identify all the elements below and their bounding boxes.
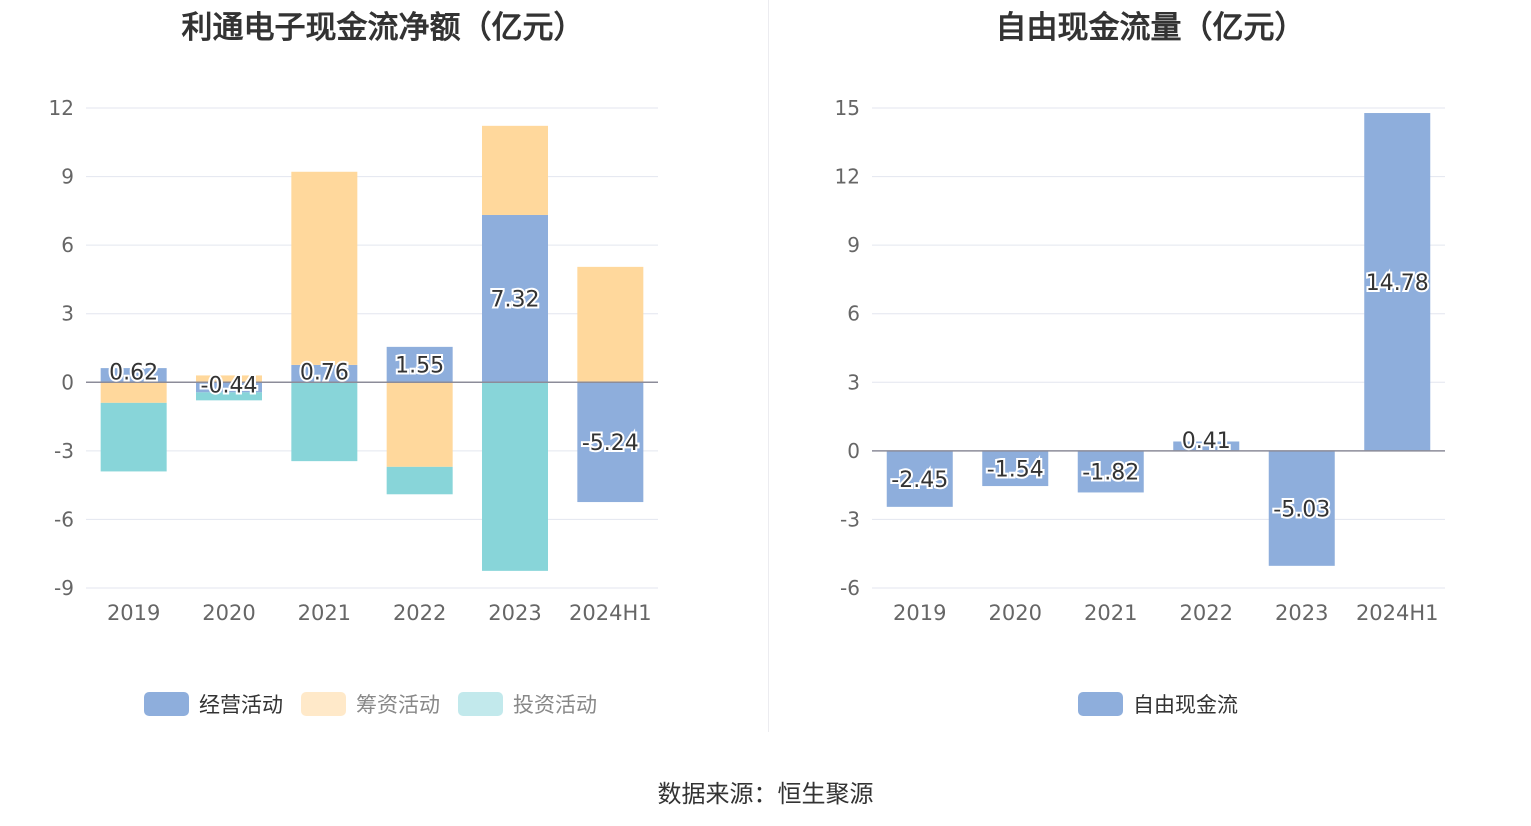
- x-tick-label: 2020: [989, 601, 1042, 625]
- data-label: 1.55: [395, 354, 444, 379]
- bar-投资活动-2023: [482, 382, 548, 571]
- bar-筹资活动-2024H1: [577, 266, 644, 383]
- right-chart-title: 自由现金流量（亿元）: [995, 10, 1306, 46]
- legend-swatch-financing: [301, 692, 346, 716]
- left-chart-title: 利通电子现金流净额（亿元）: [181, 10, 585, 46]
- data-source-note: 数据来源：恒生聚源: [657, 780, 874, 808]
- legend-swatch-operating: [144, 692, 189, 716]
- x-tick-label: 2024H1: [569, 601, 652, 625]
- bar-经营活动-2023: [482, 214, 548, 383]
- legend-label-financing: 筹资活动: [356, 693, 440, 717]
- y-tick-label: -3: [54, 439, 74, 463]
- legend-label-investing: 投资活动: [513, 693, 597, 717]
- y-tick-label: 0: [61, 370, 74, 394]
- x-tick-label: 2019: [893, 601, 946, 625]
- y-tick-label: -9: [54, 576, 74, 600]
- bar-经营活动-2024H1: [577, 382, 644, 503]
- legend-item-financing[interactable]: 筹资活动: [301, 689, 440, 719]
- legend-item-investing[interactable]: 投资活动: [458, 689, 597, 719]
- x-tick-label: 2023: [1275, 601, 1328, 625]
- bar-经营活动-2022: [386, 346, 453, 383]
- y-tick-label: 12: [49, 96, 74, 120]
- bar-筹资活动-2019: [100, 382, 167, 403]
- x-tick-label: 2023: [488, 601, 541, 625]
- y-tick-label: 9: [61, 165, 74, 189]
- data-label: 0.76: [300, 360, 349, 385]
- data-label: 14.78: [1366, 271, 1429, 296]
- bar-经营活动-2019: [100, 368, 167, 383]
- bar-自由现金流-2021: [1077, 450, 1144, 493]
- x-tick-label: 2022: [393, 601, 446, 625]
- x-tick-label: 2021: [298, 601, 351, 625]
- y-tick-label: 3: [61, 302, 74, 326]
- x-tick-label: 2019: [107, 601, 160, 625]
- y-tick-label: 6: [847, 302, 860, 326]
- bar-筹资活动-2020: [196, 375, 262, 383]
- legend-swatch-investing: [458, 692, 503, 716]
- y-tick-label: 3: [847, 370, 860, 394]
- data-label: -5.03: [1273, 497, 1330, 522]
- right-legend: 自由现金流: [1078, 689, 1256, 719]
- legend-label-free-cash-flow: 自由现金流: [1133, 693, 1238, 717]
- data-label: 0.41: [1182, 429, 1231, 454]
- bar-筹资活动-2021: [291, 171, 358, 365]
- data-label: -5.24: [582, 431, 639, 456]
- legend-item-free-cash-flow[interactable]: 自由现金流: [1078, 689, 1238, 719]
- data-label: 7.32: [491, 288, 540, 313]
- data-label: 0.62: [109, 360, 158, 385]
- bar-自由现金流-2022: [1173, 441, 1240, 451]
- x-tick-label: 2020: [202, 601, 255, 625]
- x-tick-label: 2022: [1180, 601, 1233, 625]
- bar-经营活动-2020: [196, 382, 262, 393]
- data-label: -1.54: [987, 457, 1044, 482]
- bar-投资活动-2020: [196, 392, 262, 401]
- left-legend: 经营活动 筹资活动 投资活动: [144, 689, 615, 719]
- y-tick-label: -6: [840, 576, 860, 600]
- bar-投资活动-2021: [291, 382, 358, 462]
- y-tick-label: 6: [61, 233, 74, 257]
- x-tick-label: 2021: [1084, 601, 1137, 625]
- legend-item-operating[interactable]: 经营活动: [144, 689, 283, 719]
- bar-自由现金流-2020: [982, 450, 1049, 487]
- y-tick-label: 9: [847, 233, 860, 257]
- y-tick-label: 12: [835, 165, 860, 189]
- y-tick-label: 0: [847, 439, 860, 463]
- bar-经营活动-2021: [291, 364, 358, 383]
- data-label: -2.45: [891, 468, 948, 493]
- data-label: -1.82: [1082, 461, 1139, 486]
- legend-swatch-free-cash-flow: [1078, 692, 1123, 716]
- bar-自由现金流-2024H1: [1364, 113, 1431, 451]
- y-tick-label: -3: [840, 507, 860, 531]
- panel-divider: [768, 0, 769, 732]
- bar-自由现金流-2019: [886, 450, 953, 507]
- y-tick-label: 15: [835, 96, 860, 120]
- legend-label-operating: 经营活动: [199, 693, 283, 717]
- bar-投资活动-2022: [386, 466, 453, 495]
- bar-投资活动-2019: [100, 402, 167, 472]
- bar-筹资活动-2023: [482, 125, 548, 215]
- y-tick-label: -6: [54, 507, 74, 531]
- data-label: -0.44: [201, 373, 258, 398]
- x-tick-label: 2024H1: [1356, 601, 1439, 625]
- bar-筹资活动-2022: [386, 382, 453, 467]
- bar-自由现金流-2023: [1268, 450, 1335, 566]
